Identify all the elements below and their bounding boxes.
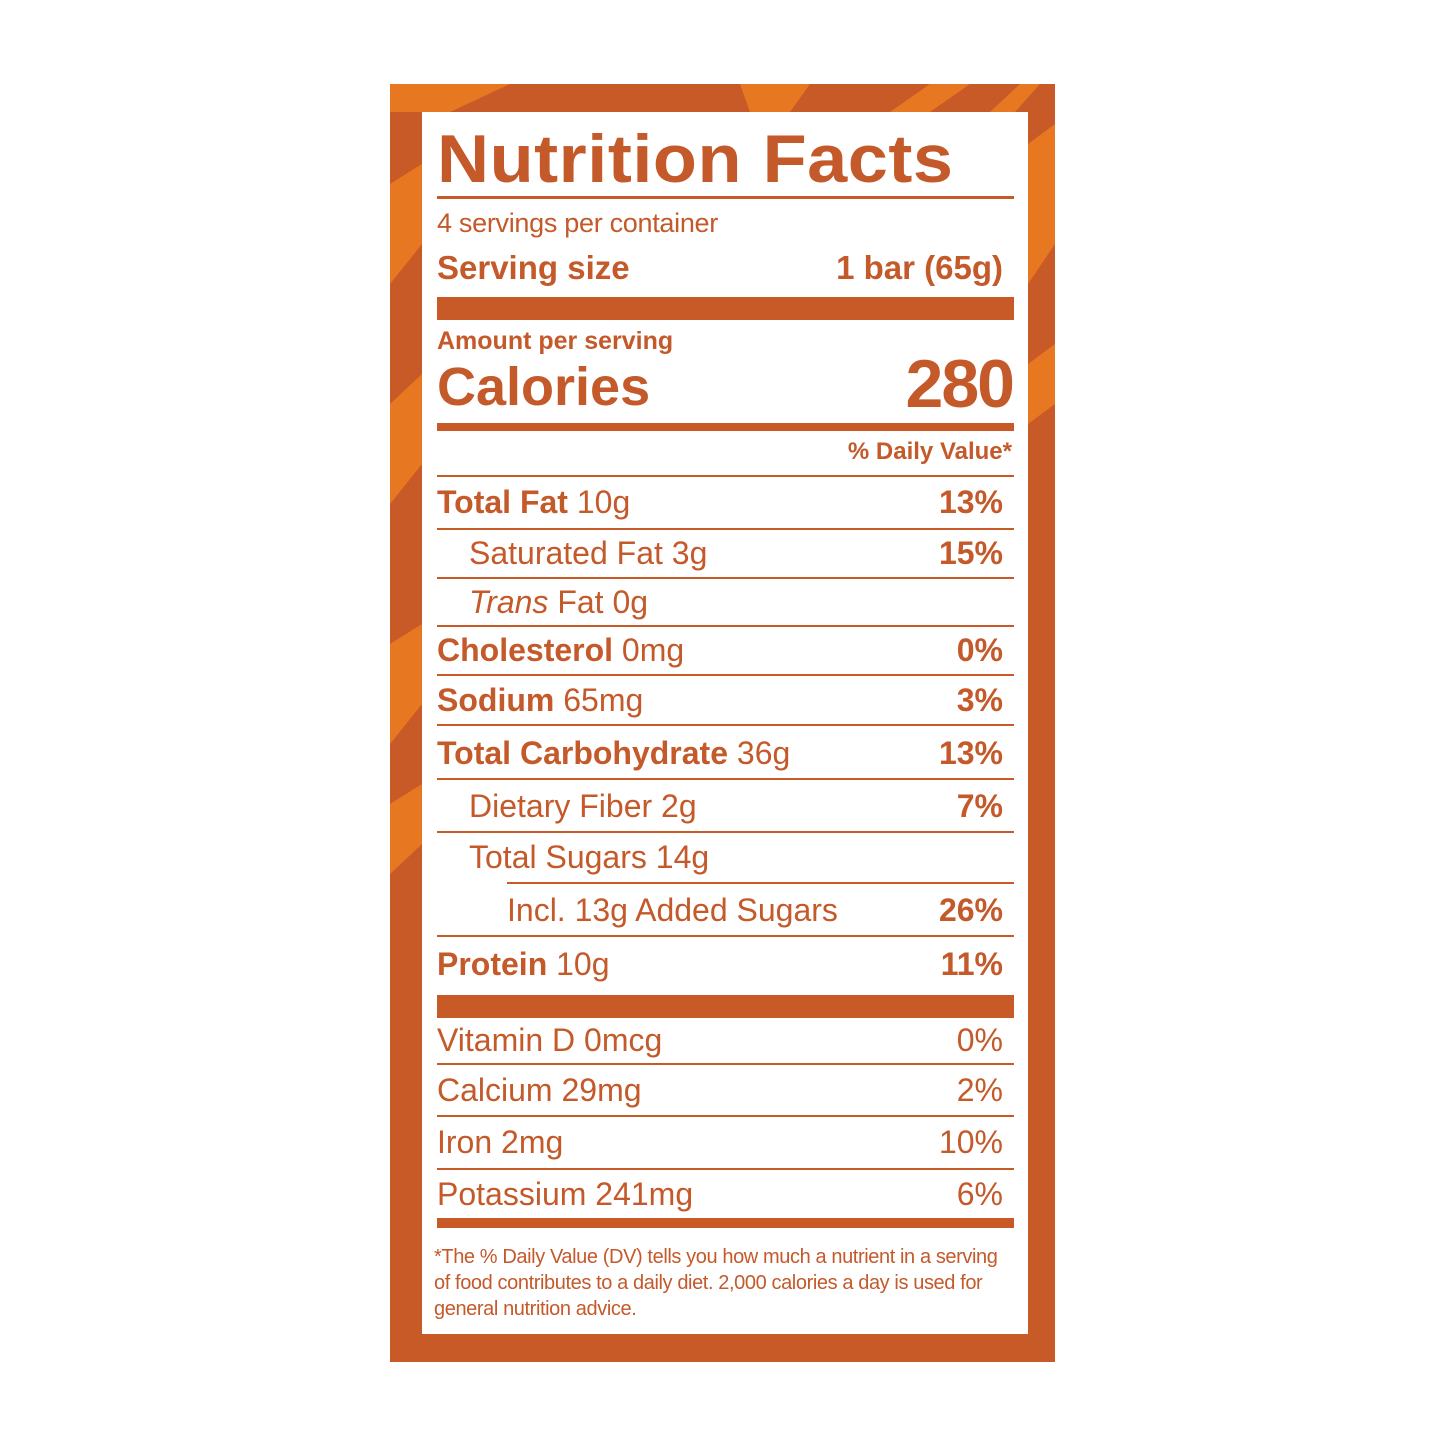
footnote: *The % Daily Value (DV) tells you how mu… bbox=[434, 1246, 998, 1320]
medium-divider bbox=[437, 1218, 1014, 1228]
nutrient-row-total-carbohydrate: Total Carbohydrate 36g 13% bbox=[437, 733, 1003, 773]
nutrient-name: Total Carbohydrate bbox=[437, 735, 728, 771]
divider bbox=[437, 831, 1014, 833]
nutrient-name: Cholesterol bbox=[437, 632, 614, 668]
nutrient-row-sodium: Sodium 65mg 3% bbox=[437, 680, 1003, 720]
nutrient-amount: 0mg bbox=[621, 632, 685, 668]
servings-per-container: 4 servings per container bbox=[437, 208, 718, 238]
nutrient-amount: 10g bbox=[576, 484, 631, 520]
nutrient-row-cholesterol: Cholesterol 0mg 0% bbox=[437, 630, 1003, 670]
nutrient-name: Trans bbox=[469, 584, 549, 620]
thick-divider bbox=[437, 995, 1014, 1018]
divider bbox=[437, 196, 1014, 199]
nutrient-name: Saturated Fat 3g bbox=[469, 535, 708, 571]
nutrient-name: Dietary Fiber 2g bbox=[469, 788, 697, 824]
divider bbox=[437, 935, 1014, 937]
nutrient-row-trans-fat: Trans Fat 0g bbox=[437, 582, 1003, 622]
nutrient-dv: 7% bbox=[956, 788, 1003, 824]
divider bbox=[437, 577, 1014, 579]
nutrient-amount: Fat 0g bbox=[557, 584, 649, 620]
nutrient-dv: 13% bbox=[938, 484, 1003, 520]
vitamin-row-potassium: Potassium 241mg 6% bbox=[437, 1174, 1003, 1214]
label-title: Nutrition Facts bbox=[437, 121, 954, 197]
nutrient-name: Incl. 13g Added Sugars bbox=[507, 892, 838, 928]
nutrient-row-added-sugars: Incl. 13g Added Sugars 26% bbox=[437, 890, 1003, 930]
nutrient-dv: 26% bbox=[938, 892, 1003, 928]
nutrient-name: Protein bbox=[437, 946, 548, 982]
vitamin-dv: 6% bbox=[956, 1176, 1003, 1212]
nutrient-row-saturated-fat: Saturated Fat 3g 15% bbox=[437, 533, 1003, 573]
nutrient-amount: 36g bbox=[736, 735, 791, 771]
divider bbox=[437, 475, 1014, 477]
divider bbox=[437, 674, 1014, 676]
vitamin-row-vitamin-d: Vitamin D 0mcg 0% bbox=[437, 1020, 1003, 1060]
vitamin-name: Potassium 241mg bbox=[437, 1176, 694, 1212]
divider bbox=[437, 1063, 1014, 1065]
nutrient-name: Total Fat bbox=[437, 484, 568, 520]
nutrient-dv: 15% bbox=[938, 535, 1003, 571]
vitamin-dv: 2% bbox=[956, 1072, 1003, 1108]
thick-divider bbox=[437, 297, 1014, 320]
vitamin-name: Iron 2mg bbox=[437, 1124, 564, 1160]
decorative-stripes bbox=[390, 84, 1055, 874]
divider bbox=[437, 724, 1014, 726]
nutrient-row-protein: Protein 10g 11% bbox=[437, 944, 1003, 984]
calories-value: 280 bbox=[905, 346, 1015, 422]
nutrient-row-total-fat: Total Fat 10g 13% bbox=[437, 482, 1003, 522]
serving-size-label: Serving size bbox=[437, 249, 630, 286]
nutrient-name: Total Sugars 14g bbox=[469, 839, 710, 875]
calories-label: Calories bbox=[437, 357, 651, 417]
nutrient-dv: 0% bbox=[956, 632, 1003, 668]
nutrient-dv: 13% bbox=[938, 735, 1003, 771]
nutrient-amount: 65mg bbox=[563, 682, 644, 718]
daily-value-header: % Daily Value* bbox=[847, 438, 1012, 465]
vitamin-name: Calcium 29mg bbox=[437, 1072, 642, 1108]
serving-size-row: Serving size 1 bar (65g) bbox=[437, 248, 1003, 288]
vitamin-dv: 10% bbox=[938, 1124, 1003, 1160]
serving-size-value: 1 bar (65g) bbox=[836, 249, 1003, 286]
nutrient-row-dietary-fiber: Dietary Fiber 2g 7% bbox=[437, 786, 1003, 826]
divider bbox=[507, 882, 1014, 884]
divider bbox=[437, 528, 1014, 530]
medium-divider bbox=[437, 423, 1014, 431]
divider bbox=[437, 625, 1014, 627]
vitamin-row-calcium: Calcium 29mg 2% bbox=[437, 1070, 1003, 1110]
vitamin-dv: 0% bbox=[956, 1022, 1003, 1058]
divider bbox=[437, 1168, 1014, 1170]
nutrient-row-total-sugars: Total Sugars 14g bbox=[437, 837, 1003, 877]
vitamin-name: Vitamin D 0mcg bbox=[437, 1022, 663, 1058]
nutrient-amount: 10g bbox=[556, 946, 610, 982]
nutrient-dv: 3% bbox=[956, 682, 1003, 718]
divider bbox=[437, 778, 1014, 780]
nutrient-name: Sodium bbox=[437, 682, 555, 718]
vitamin-row-iron: Iron 2mg 10% bbox=[437, 1122, 1003, 1162]
amount-per-serving: Amount per serving bbox=[437, 327, 674, 355]
nutrient-dv: 11% bbox=[940, 946, 1003, 982]
divider bbox=[437, 1115, 1014, 1117]
